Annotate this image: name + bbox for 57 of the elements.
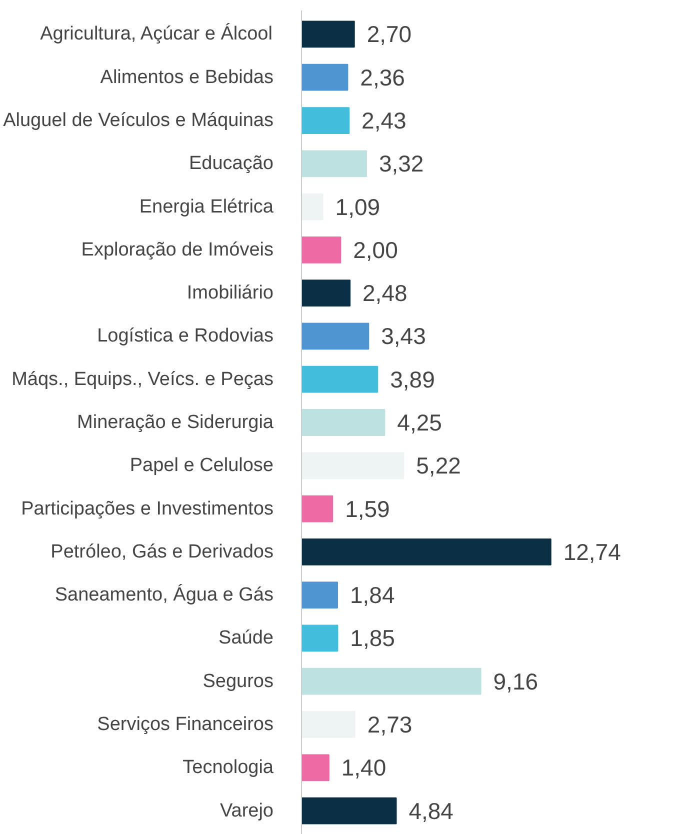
data-label: 12,74: [563, 538, 622, 565]
y-tick-label: Papel e Celulose: [130, 455, 274, 476]
bar: [302, 754, 330, 782]
y-tick-label: Participações e Investimentos: [21, 498, 274, 520]
y-tick-label: Logística e Rodovias: [97, 326, 274, 347]
bar: [302, 495, 334, 522]
data-label: 1,59: [345, 496, 390, 522]
y-tick-label: Imobiliário: [186, 282, 274, 304]
bar: [302, 322, 370, 350]
data-label: 3,32: [378, 150, 424, 177]
bar: [302, 20, 355, 48]
y-tick-label: Educação: [188, 153, 274, 174]
data-label: 4,84: [408, 798, 454, 824]
bar: [302, 280, 351, 307]
data-label: 2,43: [362, 108, 406, 134]
y-tick-label: Varejo: [220, 800, 274, 822]
data-label: 2,73: [367, 711, 412, 738]
bar: [302, 797, 397, 824]
y-tick-label: Serviços Financeiros: [97, 714, 274, 735]
bar: [302, 409, 386, 436]
y-tick-label: Agricultura, Açúcar e Álcool: [40, 22, 272, 45]
bar: [302, 366, 378, 393]
data-label: 1,84: [350, 582, 395, 608]
y-tick-label: Aluguel de Veículos e Máquinas: [3, 110, 274, 132]
y-tick-label: Mineração e Siderurgia: [77, 412, 274, 433]
bar: [302, 538, 552, 566]
y-tick-label: Tecnologia: [182, 757, 274, 778]
bar: [302, 193, 324, 220]
data-label: 1,40: [341, 754, 386, 781]
bar: [302, 64, 348, 91]
data-label: 3,43: [381, 323, 426, 350]
bar: [302, 107, 350, 134]
data-label: 2,00: [353, 236, 398, 263]
bar: [302, 236, 342, 264]
data-label: 2,36: [360, 64, 405, 90]
bar: [302, 452, 404, 480]
y-tick-label: Petróleo, Gás e Derivados: [50, 541, 274, 562]
bar: [302, 582, 338, 609]
y-tick-label: Saúde: [218, 628, 274, 649]
bar: [302, 624, 338, 652]
data-label: 2,70: [366, 21, 412, 48]
bar: [302, 150, 367, 178]
data-label: 4,25: [397, 410, 442, 436]
y-tick-label: Exploração de Imóveis: [81, 239, 274, 260]
data-label: 2,48: [362, 280, 408, 306]
data-label: 9,16: [493, 668, 538, 694]
bar: [302, 711, 356, 738]
y-tick-label: Alimentos e Bebidas: [100, 66, 274, 88]
data-label: 5,22: [416, 452, 461, 479]
y-tick-label: Seguros: [202, 670, 274, 692]
y-tick-label: Saneamento, Água e Gás: [54, 584, 274, 606]
y-tick-label: Máqs., Equips., Veícs. e Peças: [12, 368, 274, 390]
data-label: 3,89: [390, 366, 435, 392]
y-tick-label: Energia Elétrica: [139, 196, 274, 218]
bar: [302, 668, 482, 695]
data-label: 1,09: [335, 194, 380, 220]
data-label: 1,85: [350, 625, 395, 652]
